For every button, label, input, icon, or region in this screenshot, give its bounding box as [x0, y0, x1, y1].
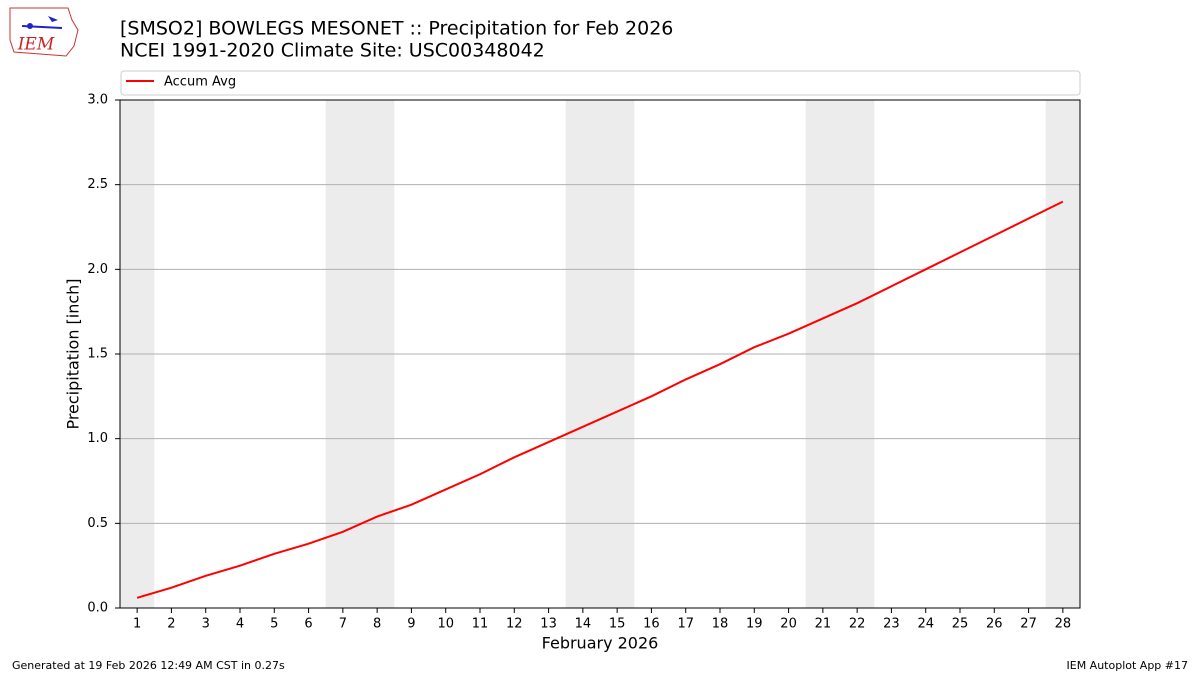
- x-tick-label: 18: [712, 617, 729, 632]
- data-line: [136, 200, 1064, 599]
- x-tick-label: 22: [849, 617, 866, 632]
- x-tick-label: 20: [780, 617, 797, 632]
- logo-text: IEM: [17, 35, 55, 55]
- x-axis-label: February 2026: [542, 634, 659, 653]
- x-tick-label: 13: [540, 617, 557, 632]
- x-tick-label: 10: [437, 617, 454, 632]
- x-tick-label: 5: [270, 617, 278, 632]
- chart-title: [SMSO2] BOWLEGS MESONET :: Precipitation…: [120, 18, 673, 40]
- logo: IEM: [9, 7, 79, 57]
- x-tick-label: 23: [883, 617, 900, 632]
- y-tick-label: 2.0: [87, 262, 108, 277]
- y-tick-label: 1.5: [87, 347, 108, 362]
- x-tick-label: 1: [133, 617, 141, 632]
- y-tick-label: 3.0: [87, 93, 108, 108]
- footer-left: Generated at 19 Feb 2026 12:49 AM CST in…: [12, 659, 285, 672]
- footer-right: IEM Autoplot App #17: [1067, 659, 1189, 672]
- legend-label: Accum Avg: [164, 75, 236, 90]
- x-tick-label: 9: [407, 617, 415, 632]
- x-tick-label: 4: [236, 617, 244, 632]
- x-tick-label: 6: [304, 617, 312, 632]
- x-tick-label: 14: [575, 617, 592, 632]
- x-tick-label: 7: [339, 617, 347, 632]
- x-tick-label: 12: [506, 617, 523, 632]
- chart-subtitle: NCEI 1991-2020 Climate Site: USC00348042: [120, 40, 545, 62]
- x-tick-label: 17: [677, 617, 694, 632]
- x-tick-label: 25: [952, 617, 969, 632]
- x-tick-label: 27: [1020, 617, 1037, 632]
- x-tick-label: 26: [986, 617, 1003, 632]
- x-tick-label: 19: [746, 617, 763, 632]
- y-tick-label: 0.0: [87, 601, 108, 616]
- x-tick-label: 28: [1055, 617, 1072, 632]
- x-tick-label: 16: [643, 617, 660, 632]
- y-axis-label: Precipitation [inch]: [64, 278, 83, 429]
- y-tick-label: 1.0: [87, 431, 108, 446]
- x-tick-label: 2: [167, 617, 175, 632]
- x-tick-label: 24: [917, 617, 934, 632]
- legend: [120, 70, 1081, 96]
- x-tick-label: 3: [202, 617, 210, 632]
- x-tick-label: 8: [373, 617, 381, 632]
- x-tick-label: 11: [472, 617, 489, 632]
- y-tick-label: 0.5: [87, 516, 108, 531]
- y-tick-label: 2.5: [87, 177, 108, 192]
- plot-frame: [119, 99, 1081, 609]
- x-tick-label: 21: [815, 617, 832, 632]
- x-tick-label: 15: [609, 617, 626, 632]
